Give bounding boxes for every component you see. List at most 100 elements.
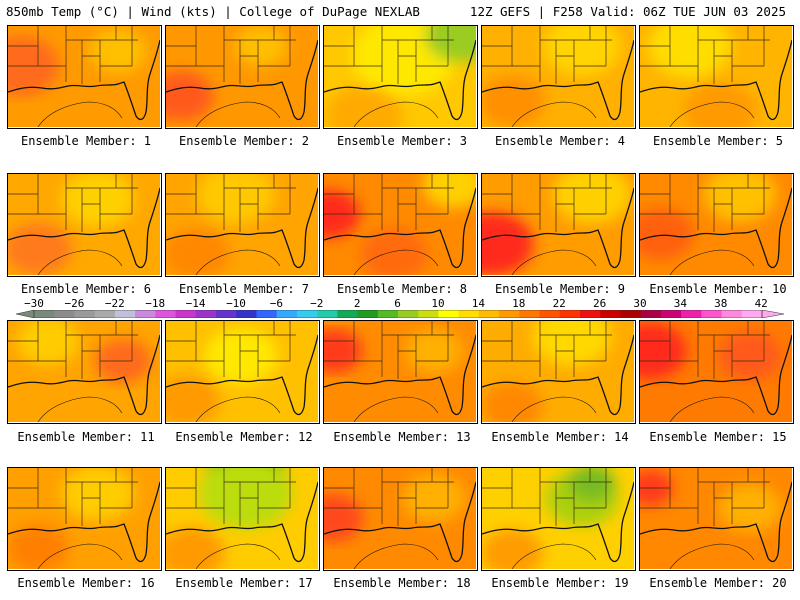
color-scale-tick-label: 14 (471, 297, 486, 310)
temperature-map (166, 321, 318, 422)
temperature-map (8, 321, 160, 422)
color-scale-tick-label: 26 (592, 297, 607, 310)
color-scale-tick-label: −18 (145, 297, 166, 310)
color-scale-tick-label: 30 (633, 297, 647, 310)
isotherm-contour (37, 396, 123, 422)
temperature-anomaly (703, 174, 777, 222)
color-scale-segment (438, 310, 460, 318)
ensemble-member-label: Ensemble Member: 19 (491, 576, 629, 590)
temperature-anomaly (8, 524, 70, 569)
ensemble-map-20 (639, 467, 794, 571)
isotherm-contour (195, 249, 281, 275)
temperature-anomaly (402, 474, 466, 522)
coastline (482, 187, 634, 269)
color-scale-segment (620, 310, 642, 318)
temperature-anomaly (199, 468, 293, 529)
isotherm-contour (669, 101, 755, 127)
temperature-map (482, 468, 634, 569)
temperature-anomaly (425, 26, 476, 62)
color-scale-segment (377, 310, 399, 318)
coastline (640, 481, 792, 563)
color-scale-segment (114, 310, 136, 318)
color-scale-segment (94, 310, 116, 318)
color-scale-segment (499, 310, 520, 318)
color-scale: −30 −26 −22 −18 −14 −10 −6 −2 2 6 10 14 18 22 26 30 34 38… (0, 295, 800, 318)
color-scale-segment (701, 310, 723, 318)
temperature-anomaly (324, 329, 363, 373)
header-title: 850mb Temp (°C) | Wind (kts) | College o… (6, 4, 420, 19)
coastline (324, 481, 476, 563)
temperature-anomaly (482, 529, 544, 569)
color-scale-segment (155, 310, 177, 318)
color-scale-segment (600, 310, 621, 318)
ensemble-member-label: Ensemble Member: 16 (17, 576, 155, 590)
color-scale-tick-label: −2 (310, 297, 324, 310)
ensemble-member-label: Ensemble Member: 10 (649, 282, 787, 296)
temperature-anomaly (482, 382, 544, 422)
ensemble-member-label: Ensemble Member: 1 (20, 134, 152, 148)
ensemble-map-12 (165, 320, 320, 424)
color-scale-max-arrow (761, 310, 785, 318)
color-scale-segment (741, 310, 763, 318)
temperature-anomaly (16, 321, 80, 365)
coastline (482, 334, 634, 416)
coastline (166, 187, 318, 269)
isotherm-contour (511, 396, 597, 422)
ensemble-map-4 (481, 25, 636, 129)
ensemble-map-10 (639, 173, 794, 277)
ensemble-map-7 (165, 173, 320, 277)
color-scale-tick-label: −6 (269, 297, 284, 310)
temperature-map (482, 26, 634, 127)
color-scale-segment (317, 310, 338, 318)
color-scale-segment (135, 310, 156, 318)
isotherm-contour (353, 543, 439, 569)
temperature-map (640, 321, 792, 422)
color-scale-segment (216, 310, 237, 318)
color-scale-tick-label: −26 (64, 297, 85, 310)
isotherm-contour (511, 101, 597, 127)
temperature-anomaly (640, 208, 694, 260)
ensemble-map-13 (323, 320, 478, 424)
temperature-anomaly (648, 26, 732, 78)
temperature-anomaly (568, 468, 616, 501)
color-scale-segment (54, 310, 75, 318)
temperature-map (324, 26, 476, 127)
temperature-map (324, 468, 476, 569)
temperature-map (8, 26, 160, 127)
coastline (640, 39, 792, 121)
coastline (640, 334, 792, 416)
color-scale-segment (539, 310, 561, 318)
temperature-map (640, 26, 792, 127)
color-scale-segment (580, 310, 601, 318)
temperature-anomaly (325, 86, 403, 127)
temperature-anomaly (204, 328, 278, 384)
color-scale-tick-label: 2 (353, 297, 361, 310)
temperature-map (482, 174, 634, 275)
color-scale-segment (519, 310, 541, 318)
temperature-anomaly (166, 375, 220, 422)
ensemble-member-label: Ensemble Member: 3 (336, 134, 468, 148)
coastline (324, 334, 476, 416)
temperature-anomaly (166, 71, 214, 121)
ensemble-member-label: Ensemble Member: 9 (494, 282, 626, 296)
ensemble-map-16 (7, 467, 162, 571)
temperature-map (166, 174, 318, 275)
ensemble-map-8 (323, 173, 478, 277)
coastline (8, 187, 160, 269)
temperature-anomaly (235, 26, 287, 66)
ensemble-map-9 (481, 173, 636, 277)
coastline (482, 39, 634, 121)
isotherm-contour (37, 543, 123, 569)
color-scale-segment (418, 310, 439, 318)
color-scale-segment (478, 310, 500, 318)
coastline (324, 39, 476, 121)
color-scale-tick-label: 42 (754, 297, 768, 310)
color-scale-bar (15, 310, 785, 318)
temperature-map (166, 468, 318, 569)
temperature-map (166, 26, 318, 127)
coastline (166, 334, 318, 416)
ensemble-map-15 (639, 320, 794, 424)
temperature-map (640, 468, 792, 569)
coastline (8, 39, 160, 121)
color-scale-tick-label: 38 (714, 297, 728, 310)
